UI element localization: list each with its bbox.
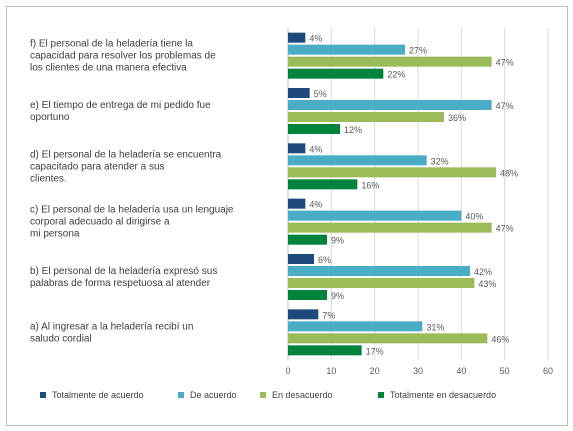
- category-label-line: c) El personal de la heladería usa un le…: [30, 205, 234, 216]
- data-label: 4%: [309, 200, 322, 210]
- bar: [288, 179, 358, 190]
- bar: [288, 56, 492, 67]
- data-label: 5%: [314, 89, 327, 99]
- bar: [288, 321, 423, 332]
- x-tick-label: 40: [456, 366, 466, 376]
- bar: [288, 100, 492, 110]
- data-label: 47%: [496, 101, 514, 111]
- legend-label: En desacuerdo: [272, 390, 333, 400]
- bar: [288, 44, 405, 55]
- x-tick-label: 0: [285, 366, 290, 376]
- legend-swatch: [260, 392, 266, 398]
- bars-group: 4% 27% 47% 22% 5% 47% 36% 12% 4% 32% 48% 16% 4% 40% 47…: [288, 32, 518, 356]
- bar: [288, 124, 340, 134]
- legend-swatch: [378, 392, 384, 398]
- data-label: 16%: [361, 180, 379, 190]
- data-label: 4%: [309, 34, 322, 44]
- bar: [288, 143, 306, 154]
- data-label: 4%: [309, 144, 322, 154]
- legend-swatch: [40, 392, 46, 398]
- bar: [288, 198, 306, 209]
- bar: [288, 309, 319, 320]
- bar: [288, 155, 427, 166]
- data-label: 31%: [426, 322, 444, 332]
- category-labels: f) El personal de la heladería tiene la c…: [30, 39, 234, 345]
- data-label: 22%: [387, 70, 405, 80]
- data-label: 17%: [366, 346, 384, 356]
- category-label: b) El personal de la heladería expresó s…: [30, 266, 217, 289]
- bar: [288, 290, 327, 300]
- legend-label: De acuerdo: [190, 390, 237, 400]
- data-label: 42%: [474, 267, 492, 277]
- gridlines: [287, 28, 549, 360]
- legend-swatch: [178, 392, 184, 398]
- data-label: 9%: [331, 236, 344, 246]
- legend-label: Totalmente de acuerdo: [52, 390, 144, 400]
- category-label-line: saludo cordial: [30, 333, 92, 344]
- category-label-line: f) El personal de la heladería tiene la: [30, 39, 193, 50]
- data-label: 27%: [409, 46, 427, 56]
- bar: [288, 345, 362, 356]
- bar: [288, 222, 492, 233]
- x-tick-label: 10: [326, 366, 336, 376]
- bar: [288, 210, 462, 221]
- legend: Totalmente de acuerdo De acuerdo En desacu…: [40, 390, 496, 400]
- category-label-line: e) El tiempo de entrega de mi pedido fue: [30, 100, 211, 111]
- bar: [288, 68, 384, 79]
- data-label: 43%: [478, 279, 496, 289]
- bar: [288, 112, 444, 122]
- category-label-line: mi persona: [30, 229, 80, 240]
- category-label: a) Al ingresar a la heladería recibí un s…: [30, 321, 193, 344]
- bar: [288, 167, 496, 178]
- bar: [288, 266, 470, 276]
- data-label: 47%: [496, 58, 514, 68]
- data-label: 7%: [322, 310, 335, 320]
- data-label: 40%: [465, 212, 483, 222]
- data-label: 6%: [318, 255, 331, 265]
- data-label: 48%: [500, 168, 518, 178]
- category-label-line: b) El personal de la heladería expresó s…: [30, 266, 217, 277]
- chart-frame: [6, 6, 568, 426]
- bar: [288, 254, 314, 264]
- category-label: f) El personal de la heladería tiene la c…: [30, 39, 216, 74]
- category-label-line: d) El personal de la heladería se encuen…: [30, 149, 222, 160]
- bar: [288, 88, 310, 98]
- data-label: 9%: [331, 291, 344, 301]
- category-label-line: los clientes de una manera efectiva: [30, 63, 187, 74]
- x-axis-ticks: 0 10 20 30 40 50 60: [285, 366, 553, 376]
- x-tick-label: 30: [413, 366, 423, 376]
- category-label: d) El personal de la heladería se encuen…: [30, 149, 222, 184]
- category-label-line: palabras de forma respetuosa al atender: [30, 278, 211, 289]
- x-tick-label: 20: [370, 366, 380, 376]
- bar: [288, 32, 306, 43]
- category-label: e) El tiempo de entrega de mi pedido fue…: [30, 100, 211, 123]
- category-label-line: oportuno: [30, 112, 70, 123]
- data-label: 12%: [344, 125, 362, 135]
- category-label: c) El personal de la heladería usa un le…: [30, 205, 234, 240]
- bar: [288, 278, 475, 288]
- category-label-line: clientes.: [30, 173, 67, 184]
- bar: [288, 234, 327, 245]
- legend-label: Totalmente en desacuerdo: [390, 390, 496, 400]
- data-label: 36%: [448, 113, 466, 123]
- data-label: 47%: [496, 224, 514, 234]
- category-label-line: corporal adecuado al dirigirse a: [30, 217, 170, 228]
- x-tick-label: 60: [543, 366, 553, 376]
- data-label: 32%: [431, 156, 449, 166]
- bar: [288, 333, 488, 344]
- category-label-line: capacidad para resolver los problemas de: [30, 51, 216, 62]
- category-label-line: a) Al ingresar a la heladería recibí un: [30, 321, 193, 332]
- data-label: 46%: [491, 334, 509, 344]
- x-tick-label: 50: [500, 366, 510, 376]
- category-label-line: capacitado para atender a sus: [30, 161, 165, 172]
